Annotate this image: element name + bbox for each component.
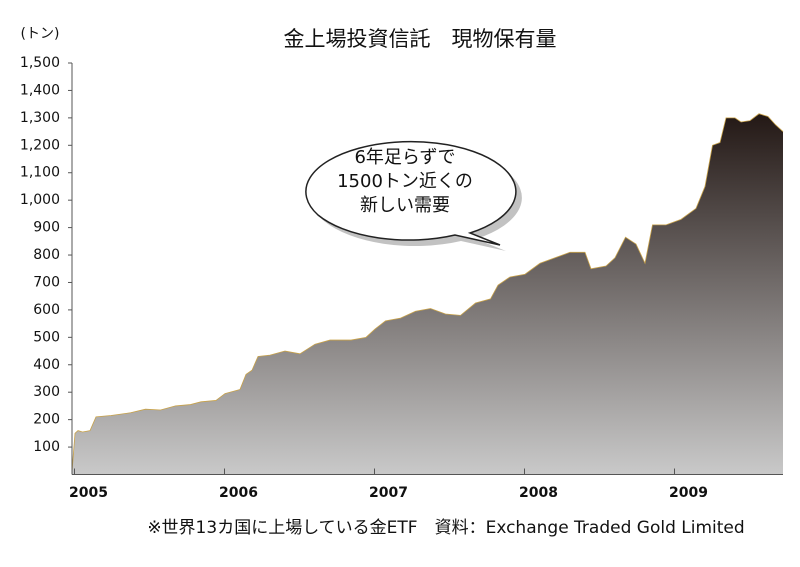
y-tick-label: 1,000 [20, 192, 60, 208]
y-tick-label: 1,300 [20, 110, 60, 126]
y-tick-label: 700 [33, 274, 60, 290]
callout-text: 1500トン近くの [337, 171, 473, 192]
y-tick-label: 1,400 [20, 82, 60, 98]
y-tick-label: 600 [33, 302, 60, 318]
y-axis-label: (トン) [21, 26, 60, 42]
y-tick-label: 400 [33, 357, 60, 373]
x-tick-label: 2009 [669, 485, 708, 501]
x-tick-label: 2008 [519, 485, 558, 501]
callout-text: 新しい需要 [360, 195, 450, 216]
callout-bubble [305, 140, 517, 246]
y-tick-label: 300 [33, 384, 60, 400]
plot-area: 100 200 300 400 500 600 700 800 900 1,000 1,100 1,2… [20, 55, 784, 501]
y-tick-label: 100 [33, 439, 60, 455]
y-tick-label: 900 [33, 220, 60, 236]
callout-text: 6年足らずで [354, 147, 455, 168]
x-tick-label: 2006 [219, 485, 258, 501]
y-tick-label: 200 [33, 412, 60, 428]
y-tick-label: 1,200 [20, 137, 60, 153]
x-tick-label: 2007 [369, 485, 408, 501]
callout: 6年足らずで 1500トン近くの 新しい需要 [305, 140, 522, 251]
y-tick-label: 1,100 [20, 165, 60, 181]
y-tick-label: 500 [33, 329, 60, 345]
source-note: ※世界13カ国に上場している金ETF 資料：Exchange Traded Go… [147, 518, 744, 538]
area-edge [71, 113, 784, 472]
y-tick-label: 1,500 [20, 55, 60, 71]
area [72, 113, 783, 475]
y-tick-label: 800 [33, 247, 60, 263]
x-tick-label: 2005 [69, 485, 108, 501]
chart-title: 金上場投資信託 現物保有量 [284, 27, 557, 51]
